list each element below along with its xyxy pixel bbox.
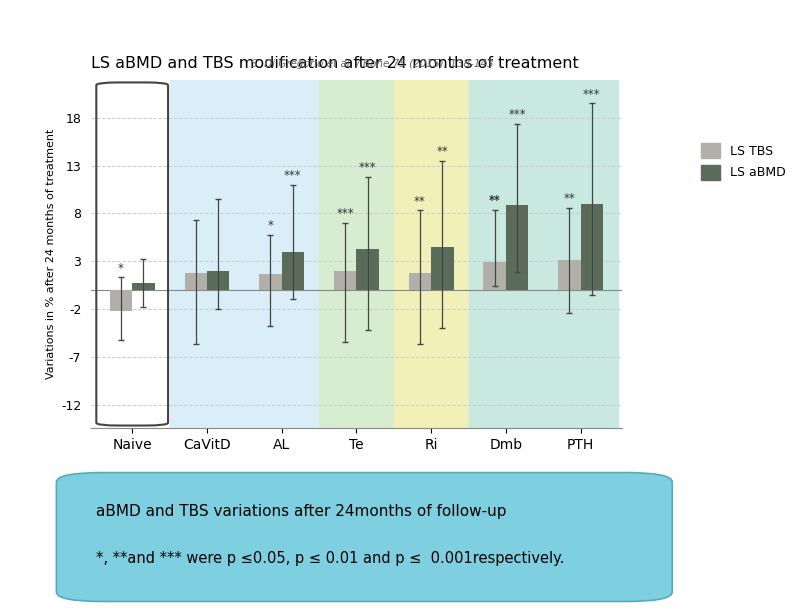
Text: ***: *** [284,169,302,182]
Bar [334,271,356,290]
Bar [483,262,506,290]
FancyBboxPatch shape [56,472,672,602]
Bar [581,204,603,290]
Legend: LS TBS, LS aBMD: LS TBS, LS aBMD [696,138,790,185]
Text: *: * [118,261,124,275]
Bar [207,271,230,290]
Bar [132,283,154,290]
Bar [431,247,454,290]
Text: S. Di Gregorio et al. / Bone 75 (2015), 138-143: S. Di Gregorio et al. / Bone 75 (2015), … [251,59,493,69]
Text: *: * [268,220,273,233]
Text: **: ** [564,192,575,205]
Bar [185,272,207,290]
Text: ***: *** [337,207,354,220]
Y-axis label: Variations in % after 24 months of treatment: Variations in % after 24 months of treat… [46,129,55,379]
Bar [506,205,528,290]
Bar [259,274,282,290]
Bar [558,260,581,290]
Bar [169,80,319,428]
Bar [409,272,431,290]
Text: **: ** [489,193,501,207]
Text: aBMD and TBS variations after 24months of follow-up: aBMD and TBS variations after 24months o… [97,504,507,518]
Text: *, **and *** were p ≤0.05, p ≤ 0.01 and p ≤  0.001respectively.: *, **and *** were p ≤0.05, p ≤ 0.01 and … [97,551,565,566]
Bar [356,248,379,290]
Text: **: ** [436,145,448,158]
Text: ***: *** [508,108,526,121]
Text: **: ** [414,195,426,207]
Text: ***: *** [359,161,376,174]
Text: **: ** [489,193,501,207]
Text: LS aBMD and TBS modification after 24 months of treatment: LS aBMD and TBS modification after 24 mo… [91,56,579,72]
Bar [282,252,304,290]
Bar [110,290,132,311]
Bar [394,80,469,428]
Bar [319,80,394,428]
Bar [469,80,618,428]
Text: ***: *** [583,88,600,100]
